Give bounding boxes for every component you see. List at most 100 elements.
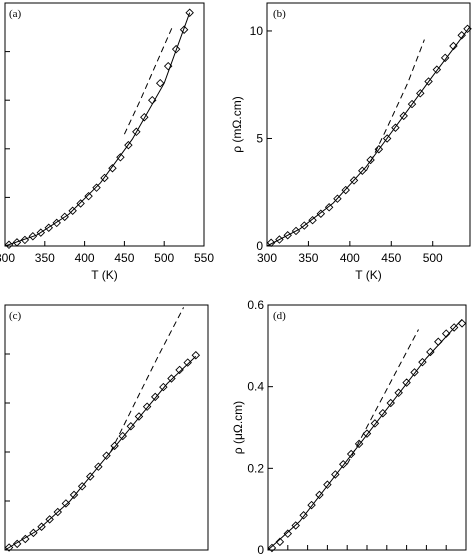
data-point [275,537,285,547]
y-tick-label: 10 [250,24,264,38]
y-tick-label: 0.2 [247,461,264,475]
data-point [68,206,77,216]
data-point [37,522,46,531]
data-point [399,111,408,121]
data-point [21,534,30,544]
data-point [324,203,334,212]
x-axis-label: T (K) [355,268,381,282]
dashed-fit-line [346,329,419,465]
data-point [45,515,54,524]
y-tick-label: 0.6 [247,298,264,312]
x-tick-label: 400 [75,251,95,265]
x-tick-label: 300 [257,251,277,265]
data-point [179,25,189,34]
data-point [84,191,93,201]
data-point [76,199,85,208]
x-tick-label: 350 [298,251,318,265]
dashed-fit-line [110,307,185,453]
data-point [116,153,125,162]
data-point [316,209,326,218]
data-point [358,166,367,175]
x-tick-label: 550 [194,251,214,265]
solid-fit-line [267,318,463,551]
data-point [140,112,149,122]
data-point [267,543,277,553]
panel-c: (c) [4,304,209,552]
x-tick-label: 300 [0,251,15,265]
data-point [374,144,384,154]
x-tick-label: 400 [340,251,360,265]
data-point [86,472,95,481]
data-point [12,539,22,549]
plot-frame [4,2,205,247]
data-point [394,388,403,398]
data-point [77,482,87,491]
data-point [315,490,324,500]
data-point [28,232,38,241]
dashed-fit-line [365,39,425,171]
panel-d: (d) 0 0.2 0.4 0.6 ρ (μΩ.cm) [231,298,467,555]
data-point [307,500,316,510]
data-point [308,215,317,225]
x-tick-label: 450 [381,251,401,265]
y-axis-label: ρ (mΩ.cm) [230,96,244,152]
data-point [339,460,348,469]
panel-label: (c) [9,310,22,322]
data-point [366,155,375,165]
data-point [92,183,101,192]
solid-fit-line [266,26,471,247]
data-point [132,127,141,137]
data-point [291,521,300,530]
panel-label: (b) [273,8,286,20]
data-point [53,507,63,517]
data-point [283,529,293,538]
solid-fit-line [4,356,197,551]
plot-frame [266,2,471,247]
data-point [378,408,388,418]
data-point [362,429,372,438]
data-point [108,164,117,173]
panel-label: (d) [273,310,286,322]
data-point [457,319,467,328]
data-point [370,419,380,428]
data-point [407,99,417,109]
data-point [191,350,201,360]
data-point [299,511,308,520]
data-point [185,8,194,17]
data-point [94,462,103,471]
y-tick-label: 0.4 [247,380,264,394]
solid-fit-line [4,12,191,247]
data-point [418,357,427,367]
x-tick-label: 500 [423,251,443,265]
data-point [155,78,165,88]
data-point [175,365,184,375]
data-point [402,378,411,387]
x-tick-label: 350 [35,251,55,265]
data-point [354,439,364,449]
y-tick-label: 0 [257,543,264,555]
panel-a: (a) 300 350 400 450 500 550 T (K) [0,2,214,282]
data-point [124,140,133,150]
plot-frame [4,304,209,551]
x-axis-label: T (K) [91,268,117,282]
data-point [424,77,433,86]
data-point [300,221,309,230]
x-tick-label: 450 [114,251,134,265]
data-point [333,194,342,203]
data-point [61,499,71,508]
y-tick-label: 5 [256,131,263,145]
data-point [382,134,392,143]
data-point [432,65,442,74]
data-point [167,374,176,383]
x-tick-label: 500 [154,251,174,265]
data-point [391,123,400,132]
data-point [266,238,276,248]
data-point [349,176,359,185]
y-axis-label: ρ (μΩ.cm) [231,401,245,454]
data-point [44,223,54,233]
data-point [386,398,395,408]
data-point [416,89,425,98]
data-point [331,470,340,479]
data-point [183,358,192,367]
